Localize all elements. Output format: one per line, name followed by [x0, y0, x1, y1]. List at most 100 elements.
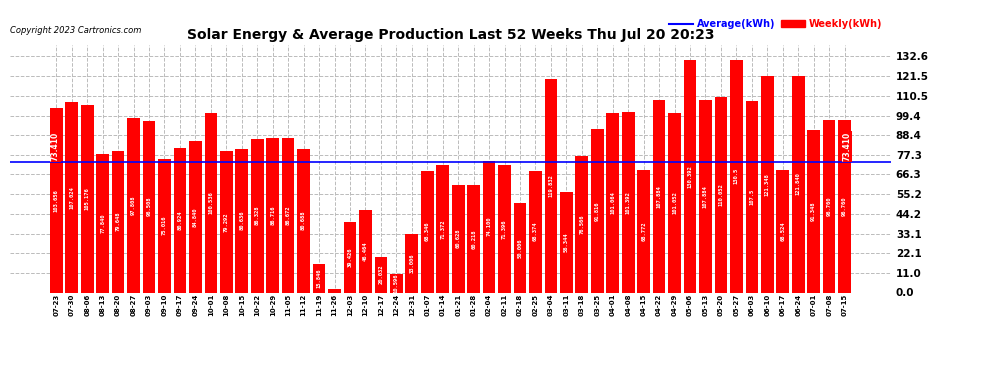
- Text: 84.840: 84.840: [193, 207, 198, 227]
- Text: 86.328: 86.328: [254, 206, 259, 225]
- Text: 107.884: 107.884: [656, 185, 661, 208]
- Text: 86.672: 86.672: [286, 206, 291, 225]
- Bar: [96, 154, 109, 292]
- Bar: [745, 101, 758, 292]
- Text: 101.052: 101.052: [672, 191, 677, 214]
- Text: 91.348: 91.348: [811, 201, 816, 221]
- Text: 60.218: 60.218: [471, 229, 476, 249]
- Bar: [776, 171, 789, 292]
- Bar: [529, 171, 542, 292]
- Text: 79.648: 79.648: [116, 212, 121, 231]
- Bar: [81, 105, 93, 292]
- Bar: [189, 141, 202, 292]
- Bar: [808, 130, 820, 292]
- Text: 46.464: 46.464: [363, 242, 368, 261]
- Bar: [514, 204, 527, 292]
- Text: 101.392: 101.392: [626, 191, 631, 214]
- Bar: [266, 138, 279, 292]
- Text: 68.346: 68.346: [425, 222, 430, 242]
- Text: 103.656: 103.656: [53, 189, 58, 211]
- Bar: [297, 149, 310, 292]
- Text: 96.760: 96.760: [842, 196, 847, 216]
- Bar: [483, 160, 495, 292]
- Bar: [498, 165, 511, 292]
- Bar: [823, 120, 836, 292]
- Text: Copyright 2023 Cartronics.com: Copyright 2023 Cartronics.com: [10, 26, 142, 35]
- Text: 86.716: 86.716: [270, 206, 275, 225]
- Text: 68.524: 68.524: [780, 222, 785, 241]
- Bar: [390, 274, 403, 292]
- Text: 73.410: 73.410: [842, 132, 851, 161]
- Text: 97.808: 97.808: [131, 196, 136, 215]
- Bar: [158, 159, 171, 292]
- Bar: [792, 75, 805, 292]
- Text: 121.348: 121.348: [765, 173, 770, 196]
- Bar: [622, 112, 635, 292]
- Bar: [313, 264, 326, 292]
- Bar: [421, 171, 434, 292]
- Bar: [437, 165, 449, 292]
- Bar: [50, 108, 62, 292]
- Text: 71.372: 71.372: [441, 219, 446, 239]
- Bar: [544, 79, 557, 292]
- Bar: [668, 112, 681, 292]
- Text: 107.5: 107.5: [749, 189, 754, 205]
- Text: 80.636: 80.636: [240, 211, 245, 231]
- Bar: [282, 138, 294, 292]
- Bar: [699, 100, 712, 292]
- Text: 68.772: 68.772: [642, 222, 646, 241]
- Text: 15.846: 15.846: [317, 268, 322, 288]
- Text: 130.5: 130.5: [734, 168, 739, 184]
- Bar: [575, 156, 588, 292]
- Bar: [220, 152, 233, 292]
- Title: Solar Energy & Average Production Last 52 Weeks Thu Jul 20 20:23: Solar Energy & Average Production Last 5…: [187, 28, 714, 42]
- Text: 20.032: 20.032: [378, 265, 383, 284]
- Text: 73.410: 73.410: [50, 132, 59, 161]
- Bar: [730, 60, 742, 292]
- Text: 71.396: 71.396: [502, 219, 507, 239]
- Text: 33.006: 33.006: [409, 254, 414, 273]
- Bar: [652, 100, 665, 292]
- Text: 96.508: 96.508: [147, 197, 151, 216]
- Text: 130.392: 130.392: [687, 165, 693, 188]
- Bar: [761, 76, 773, 292]
- Text: 77.840: 77.840: [100, 213, 105, 233]
- Text: 60.628: 60.628: [455, 229, 460, 248]
- Bar: [638, 170, 650, 292]
- Text: 56.344: 56.344: [564, 232, 569, 252]
- Text: 80.688: 80.688: [301, 211, 306, 230]
- Text: 100.536: 100.536: [208, 192, 214, 214]
- Text: 121.840: 121.840: [796, 172, 801, 195]
- Bar: [112, 151, 125, 292]
- Bar: [406, 234, 418, 292]
- Text: 50.006: 50.006: [518, 238, 523, 258]
- Bar: [250, 139, 263, 292]
- Text: 107.884: 107.884: [703, 185, 708, 208]
- Bar: [128, 118, 140, 292]
- Bar: [839, 120, 851, 292]
- Text: 119.832: 119.832: [548, 174, 553, 197]
- Text: 10.596: 10.596: [394, 273, 399, 293]
- Text: 74.100: 74.100: [487, 217, 492, 236]
- Legend: Average(kWh), Weekly(kWh): Average(kWh), Weekly(kWh): [665, 15, 886, 33]
- Text: 80.924: 80.924: [177, 211, 182, 230]
- Bar: [205, 114, 217, 292]
- Text: 101.064: 101.064: [610, 191, 615, 214]
- Bar: [344, 222, 356, 292]
- Text: 39.426: 39.426: [347, 248, 352, 267]
- Text: 75.016: 75.016: [162, 216, 167, 236]
- Text: 79.292: 79.292: [224, 212, 229, 232]
- Bar: [560, 192, 573, 292]
- Bar: [328, 289, 341, 292]
- Text: 110.052: 110.052: [719, 183, 724, 206]
- Text: 105.176: 105.176: [85, 188, 90, 210]
- Text: 68.374: 68.374: [533, 222, 538, 242]
- Bar: [143, 121, 155, 292]
- Text: 76.566: 76.566: [579, 214, 584, 234]
- Bar: [374, 257, 387, 292]
- Bar: [684, 60, 696, 292]
- Bar: [591, 129, 604, 292]
- Text: 91.816: 91.816: [595, 201, 600, 220]
- Bar: [451, 184, 464, 292]
- Bar: [359, 210, 372, 292]
